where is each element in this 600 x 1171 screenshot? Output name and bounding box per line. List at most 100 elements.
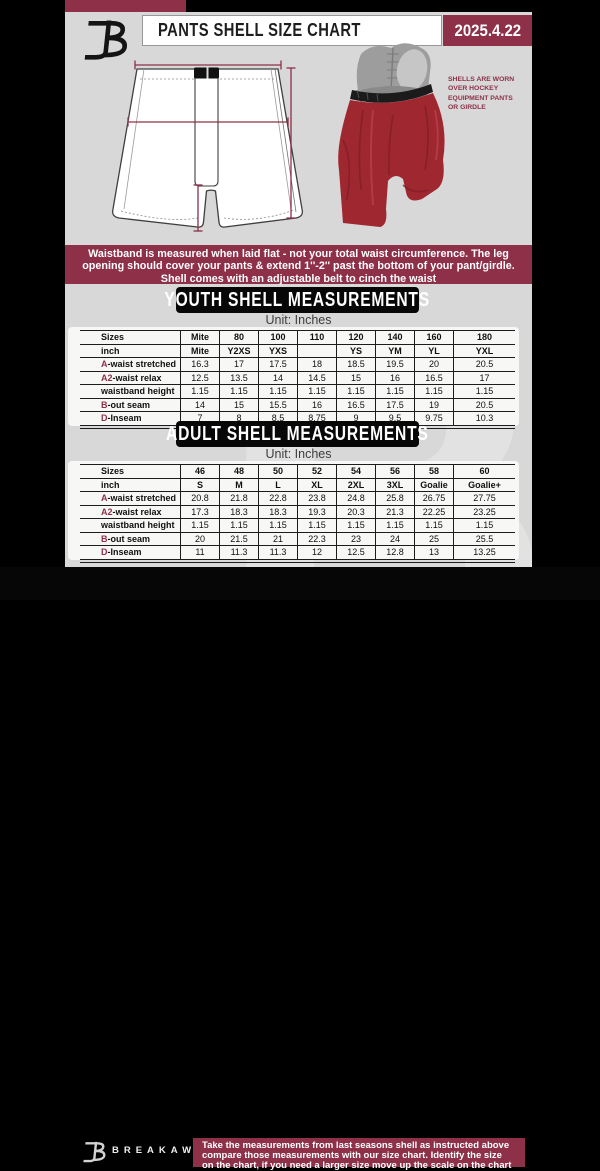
table-row: A -waist stretched 16.3 17 17.5 18 18.5 19.5 20 2… (80, 358, 515, 372)
size-value: 12 (297, 546, 336, 559)
size-value: 160 (414, 331, 453, 344)
pants-measurement-diagram (111, 60, 304, 232)
size-value: 1.15 (336, 385, 375, 398)
size-value: 180 (453, 331, 515, 344)
row-label: B -out seam (80, 533, 180, 546)
row-label-text: waistband height (101, 386, 175, 397)
size-value: 23.25 (453, 505, 515, 518)
size-value: 17.5 (258, 358, 297, 371)
text-line: compare those measurements with our size… (202, 1149, 502, 1161)
size-value: L (258, 478, 297, 491)
size-value: 60 (453, 465, 515, 478)
text-line: Waistband is measured when laid flat - n… (88, 248, 509, 260)
row-label: Sizes (80, 465, 180, 478)
row-label-prefix: A (101, 493, 108, 504)
size-value: YXL (453, 344, 515, 357)
youth-unit-label: Unit: Inches (265, 313, 332, 327)
table-row: A2 -waist relax 12.5 13.5 14 14.5 15 16 16.5 17 (80, 371, 515, 385)
size-value: 8 (219, 412, 258, 425)
youth-table-panel (68, 327, 519, 426)
size-value: 13.25 (453, 546, 515, 559)
table-row: Sizes 46 48 50 52 54 56 58 60 (80, 465, 515, 479)
measurement-notice-banner: Waistband is measured when laid flat - n… (65, 245, 532, 285)
text-line: on the chart, if you need a larger size … (202, 1159, 512, 1171)
adult-unit-label: Unit: Inches (265, 447, 332, 461)
size-value: 1.15 (180, 385, 219, 398)
size-value: 25 (414, 532, 453, 545)
size-value: 22.8 (258, 492, 297, 505)
size-value: Mite (180, 331, 219, 344)
youth-banner-title: YOUTH SHELL MEASUREMENTS (164, 288, 431, 311)
size-value: 13.5 (219, 371, 258, 384)
size-value: 22.25 (414, 505, 453, 518)
photo-caption: SHELLS ARE WORN OVER HOCKEY EQUIPMENT PANT… (448, 75, 524, 112)
size-value: 14 (180, 398, 219, 411)
row-label: inch (80, 345, 180, 358)
red-shell (338, 84, 445, 227)
size-value: 9 (336, 412, 375, 425)
row-label: B -out seam (80, 399, 180, 412)
text-line: Shell comes with an adjustable belt to c… (160, 272, 437, 285)
page-title-box: PANTS SHELL SIZE CHART (142, 15, 442, 46)
size-value: 11.3 (258, 546, 297, 559)
size-value: 16 (297, 398, 336, 411)
size-value: 16.5 (336, 398, 375, 411)
size-value: 18.3 (258, 505, 297, 518)
size-value: 1.15 (336, 519, 375, 532)
row-label-text: -waist stretched (107, 359, 177, 370)
size-value: 26.75 (414, 492, 453, 505)
size-value: 19.3 (297, 505, 336, 518)
size-value: 14 (258, 371, 297, 384)
footer-breakaway-logo-icon (83, 1141, 106, 1163)
size-value: 18.5 (336, 358, 375, 371)
row-label-text: -waist stretched (107, 493, 177, 504)
row-label: waistband height (80, 385, 180, 398)
row-label-text: -waist relax (112, 506, 162, 517)
size-value: 21.5 (219, 532, 258, 545)
row-label: A -waist stretched (80, 358, 180, 371)
size-value: 11 (180, 546, 219, 559)
text-line: SHELLS ARE WORN (448, 76, 515, 83)
size-value: 23.8 (297, 492, 336, 505)
size-value: Mite (180, 344, 219, 357)
size-value: 1.15 (414, 519, 453, 532)
size-value: 8.5 (258, 412, 297, 425)
row-label-text: -Inseam (107, 547, 142, 558)
table-row: A2 -waist relax 17.3 18.3 18.3 19.3 20.3 21.3 22… (80, 505, 515, 519)
size-value: 15.5 (258, 398, 297, 411)
size-value: 21.8 (219, 492, 258, 505)
table-row: B -out seam 14 15 15.5 16 16.5 17.5 19 20.5 (80, 398, 515, 412)
size-value: 1.15 (297, 519, 336, 532)
size-value: 20 (414, 358, 453, 371)
size-value: 1.15 (375, 519, 414, 532)
breakaway-logo-icon (84, 20, 127, 60)
size-value: 80 (219, 331, 258, 344)
size-value: 1.15 (297, 385, 336, 398)
row-label: Sizes (80, 331, 180, 344)
table-row: Sizes Mite 80 100 110 120 140 160 180 (80, 331, 515, 345)
size-value: 24 (375, 532, 414, 545)
fly-panel (194, 69, 219, 187)
text-line: OVER HOCKEY (448, 85, 499, 93)
row-label: A2 -waist relax (80, 372, 180, 385)
size-value: 110 (297, 331, 336, 344)
text-line: Take the measurements from last seasons … (202, 1140, 510, 1151)
size-value: 25.8 (375, 492, 414, 505)
row-label-prefix: B (101, 533, 108, 544)
page-body: B PANTS SHELL SIZE CHART 2025.4.22 (65, 12, 532, 567)
size-value: 17.5 (375, 398, 414, 411)
adult-section-banner: ADULT SHELL MEASUREMENTS (166, 421, 428, 447)
size-value: 25.5 (453, 532, 515, 545)
size-value: 1.15 (219, 385, 258, 398)
size-value: 50 (258, 465, 297, 478)
row-label-text: -waist relax (112, 372, 162, 383)
size-value: Y2XS (219, 344, 258, 357)
size-value: 48 (219, 465, 258, 478)
table-row: B -out seam 20 21.5 21 22.3 23 24 25 25.5 (80, 532, 515, 546)
shell-product-photo (338, 43, 445, 227)
size-value: 27.75 (453, 492, 515, 505)
size-value: 17.3 (180, 505, 219, 518)
size-value: 1.15 (258, 385, 297, 398)
belt-buckle-icon (194, 67, 219, 79)
size-value: 18.3 (219, 505, 258, 518)
